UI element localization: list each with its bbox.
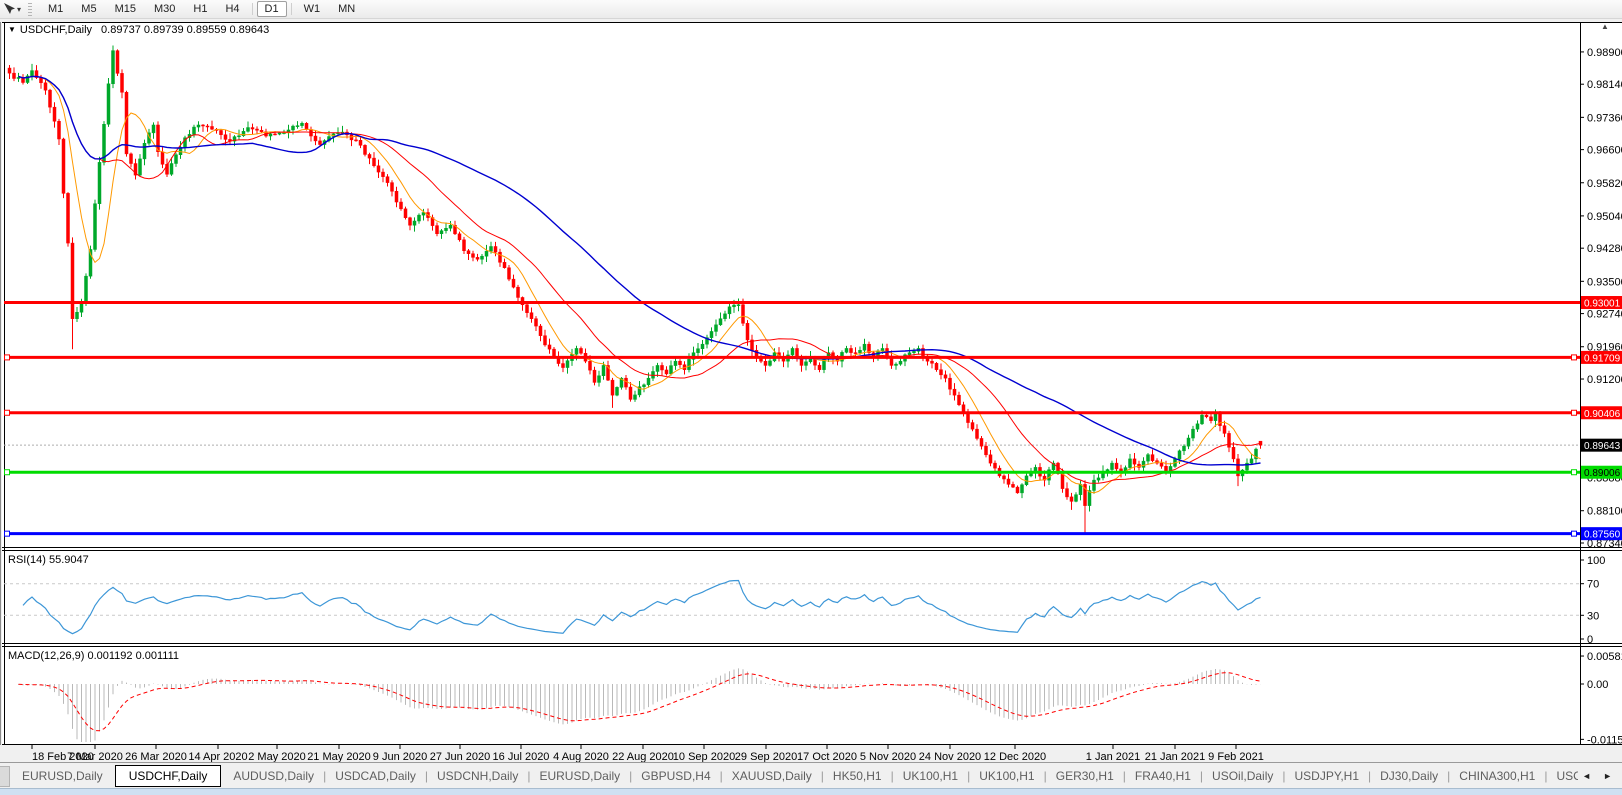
tab-usc[interactable]: USC: [1547, 766, 1578, 786]
line-handle: [5, 355, 10, 360]
toolbar-grip: [28, 3, 32, 16]
tab-hk50-h1[interactable]: HK50,H1: [824, 766, 891, 786]
tab-usdcnh-daily[interactable]: USDCNH,Daily: [428, 766, 527, 786]
svg-text:14 Apr 2020: 14 Apr 2020: [188, 751, 247, 762]
tab-dj30-daily[interactable]: DJ30,Daily: [1371, 766, 1447, 786]
svg-text:9 Feb 2021: 9 Feb 2021: [1208, 751, 1264, 762]
svg-text:7 Mar 2020: 7 Mar 2020: [67, 751, 123, 762]
timeframe-button-m30[interactable]: M30: [146, 1, 183, 17]
tab-usdcad-daily[interactable]: USDCAD,Daily: [326, 766, 425, 786]
tab-fra40-h1[interactable]: FRA40,H1: [1126, 766, 1200, 786]
tab-uk100-h1[interactable]: UK100,H1: [894, 766, 967, 786]
chart-scroll-up-icon[interactable]: ▲: [1601, 22, 1609, 31]
svg-text:24 Nov 2020: 24 Nov 2020: [919, 751, 981, 762]
svg-text:29 Sep 2020: 29 Sep 2020: [735, 751, 797, 762]
svg-text:0.89006: 0.89006: [1584, 468, 1621, 479]
tab-audusd-daily[interactable]: AUDUSD,Daily: [224, 766, 323, 786]
svg-text:0.89643: 0.89643: [1584, 441, 1621, 452]
line-handle: [1572, 355, 1577, 360]
timeframe-button-w1[interactable]: W1: [296, 1, 329, 17]
timeframe-button-mn[interactable]: MN: [330, 1, 363, 17]
tab-uk100-h1[interactable]: UK100,H1: [970, 766, 1043, 786]
timeframe-button-m15[interactable]: M15: [107, 1, 144, 17]
cursor-tool-dropdown-icon[interactable]: ▾: [17, 5, 21, 14]
line-handle: [5, 470, 10, 475]
svg-text:0.91709: 0.91709: [1584, 353, 1621, 364]
svg-text:0.87560: 0.87560: [1584, 530, 1621, 541]
timeframe-button-m1[interactable]: M1: [40, 1, 71, 17]
svg-text:100: 100: [1587, 555, 1605, 567]
svg-text:-0.011514: -0.011514: [1587, 734, 1622, 746]
svg-text:0.00: 0.00: [1587, 679, 1608, 691]
line-handle: [5, 531, 10, 536]
tabs-scroll-right-icon[interactable]: ►: [1603, 771, 1612, 781]
tab-xauusd-daily[interactable]: XAUUSD,Daily: [723, 766, 821, 786]
tab-ger30-h1[interactable]: GER30,H1: [1047, 766, 1123, 786]
tab-eurusd-daily[interactable]: EURUSD,Daily: [530, 766, 629, 786]
chart-title: ▼ USDCHF,Daily 0.89737 0.89739 0.89559 0.8…: [8, 24, 269, 36]
tab-eurusd-daily[interactable]: EURUSD,Daily: [13, 766, 112, 786]
svg-text:0.93001: 0.93001: [1584, 299, 1621, 310]
svg-text:1 Jan 2021: 1 Jan 2021: [1086, 751, 1140, 762]
tab-usdchf-daily[interactable]: USDCHF,Daily: [115, 765, 222, 787]
chart-title-symbol: USDCHF,Daily: [20, 24, 92, 36]
chart-title-ohlc: 0.89737 0.89739 0.89559 0.89643: [101, 24, 269, 36]
svg-text:16 Jul 2020: 16 Jul 2020: [493, 751, 550, 762]
tab-china300-h1[interactable]: CHINA300,H1: [1450, 766, 1544, 786]
tab-usoil-daily[interactable]: USOil,Daily: [1203, 766, 1282, 786]
svg-text:4 Aug 2020: 4 Aug 2020: [553, 751, 609, 762]
svg-text:9 Jun 2020: 9 Jun 2020: [373, 751, 427, 762]
svg-text:0: 0: [1587, 634, 1593, 646]
svg-text:21 May 2020: 21 May 2020: [307, 751, 371, 762]
tab-usdjpy-h1[interactable]: USDJPY,H1: [1286, 766, 1368, 786]
svg-text:2 May 2020: 2 May 2020: [248, 751, 305, 762]
line-handle: [5, 410, 10, 415]
timeframe-button-m5[interactable]: M5: [73, 1, 104, 17]
cursor-tool-icon[interactable]: [2, 2, 16, 16]
timeframe-button-h1[interactable]: H1: [185, 1, 215, 17]
svg-text:27 Jun 2020: 27 Jun 2020: [430, 751, 491, 762]
chart-title-triangle-icon[interactable]: ▼: [8, 25, 16, 34]
svg-text:30: 30: [1587, 610, 1599, 622]
svg-text:12 Dec 2020: 12 Dec 2020: [984, 751, 1046, 762]
timeframe-button-h4[interactable]: H4: [217, 1, 247, 17]
svg-text:10 Sep 2020: 10 Sep 2020: [673, 751, 735, 762]
svg-text:0.005818: 0.005818: [1587, 651, 1622, 663]
svg-text:17 Oct 2020: 17 Oct 2020: [797, 751, 857, 762]
tab-bar-stub: [0, 766, 10, 787]
line-handle: [1572, 531, 1577, 536]
timeframe-button-d1[interactable]: D1: [257, 1, 287, 17]
tab-gbpusd-h4[interactable]: GBPUSD,H4: [632, 766, 719, 786]
svg-text:0.90406: 0.90406: [1584, 409, 1621, 420]
line-handle: [1572, 470, 1577, 475]
svg-text:70: 70: [1587, 579, 1599, 591]
rsi-indicator-label: RSI(14) 55.9047: [8, 554, 89, 566]
line-handle: [1572, 410, 1577, 415]
svg-text:21 Jan 2021: 21 Jan 2021: [1145, 751, 1206, 762]
tabs-scroll-left-icon[interactable]: ◄: [1582, 771, 1591, 781]
macd-indicator-label: MACD(12,26,9) 0.001192 0.001111: [8, 650, 179, 662]
svg-text:26 Mar 2020: 26 Mar 2020: [125, 751, 187, 762]
svg-text:5 Nov 2020: 5 Nov 2020: [860, 751, 916, 762]
svg-text:22 Aug 2020: 22 Aug 2020: [612, 751, 674, 762]
